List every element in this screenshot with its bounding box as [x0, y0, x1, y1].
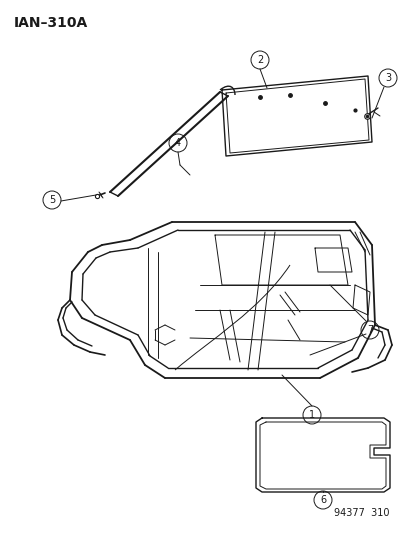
Text: 7: 7 — [366, 325, 372, 335]
Text: 1: 1 — [308, 410, 314, 420]
Text: 5: 5 — [49, 195, 55, 205]
Text: 2: 2 — [256, 55, 263, 65]
Text: 6: 6 — [319, 495, 325, 505]
Text: 3: 3 — [384, 73, 390, 83]
Text: 4: 4 — [175, 138, 180, 148]
Text: 94377  310: 94377 310 — [334, 508, 389, 518]
Text: IAN–310A: IAN–310A — [14, 16, 88, 30]
